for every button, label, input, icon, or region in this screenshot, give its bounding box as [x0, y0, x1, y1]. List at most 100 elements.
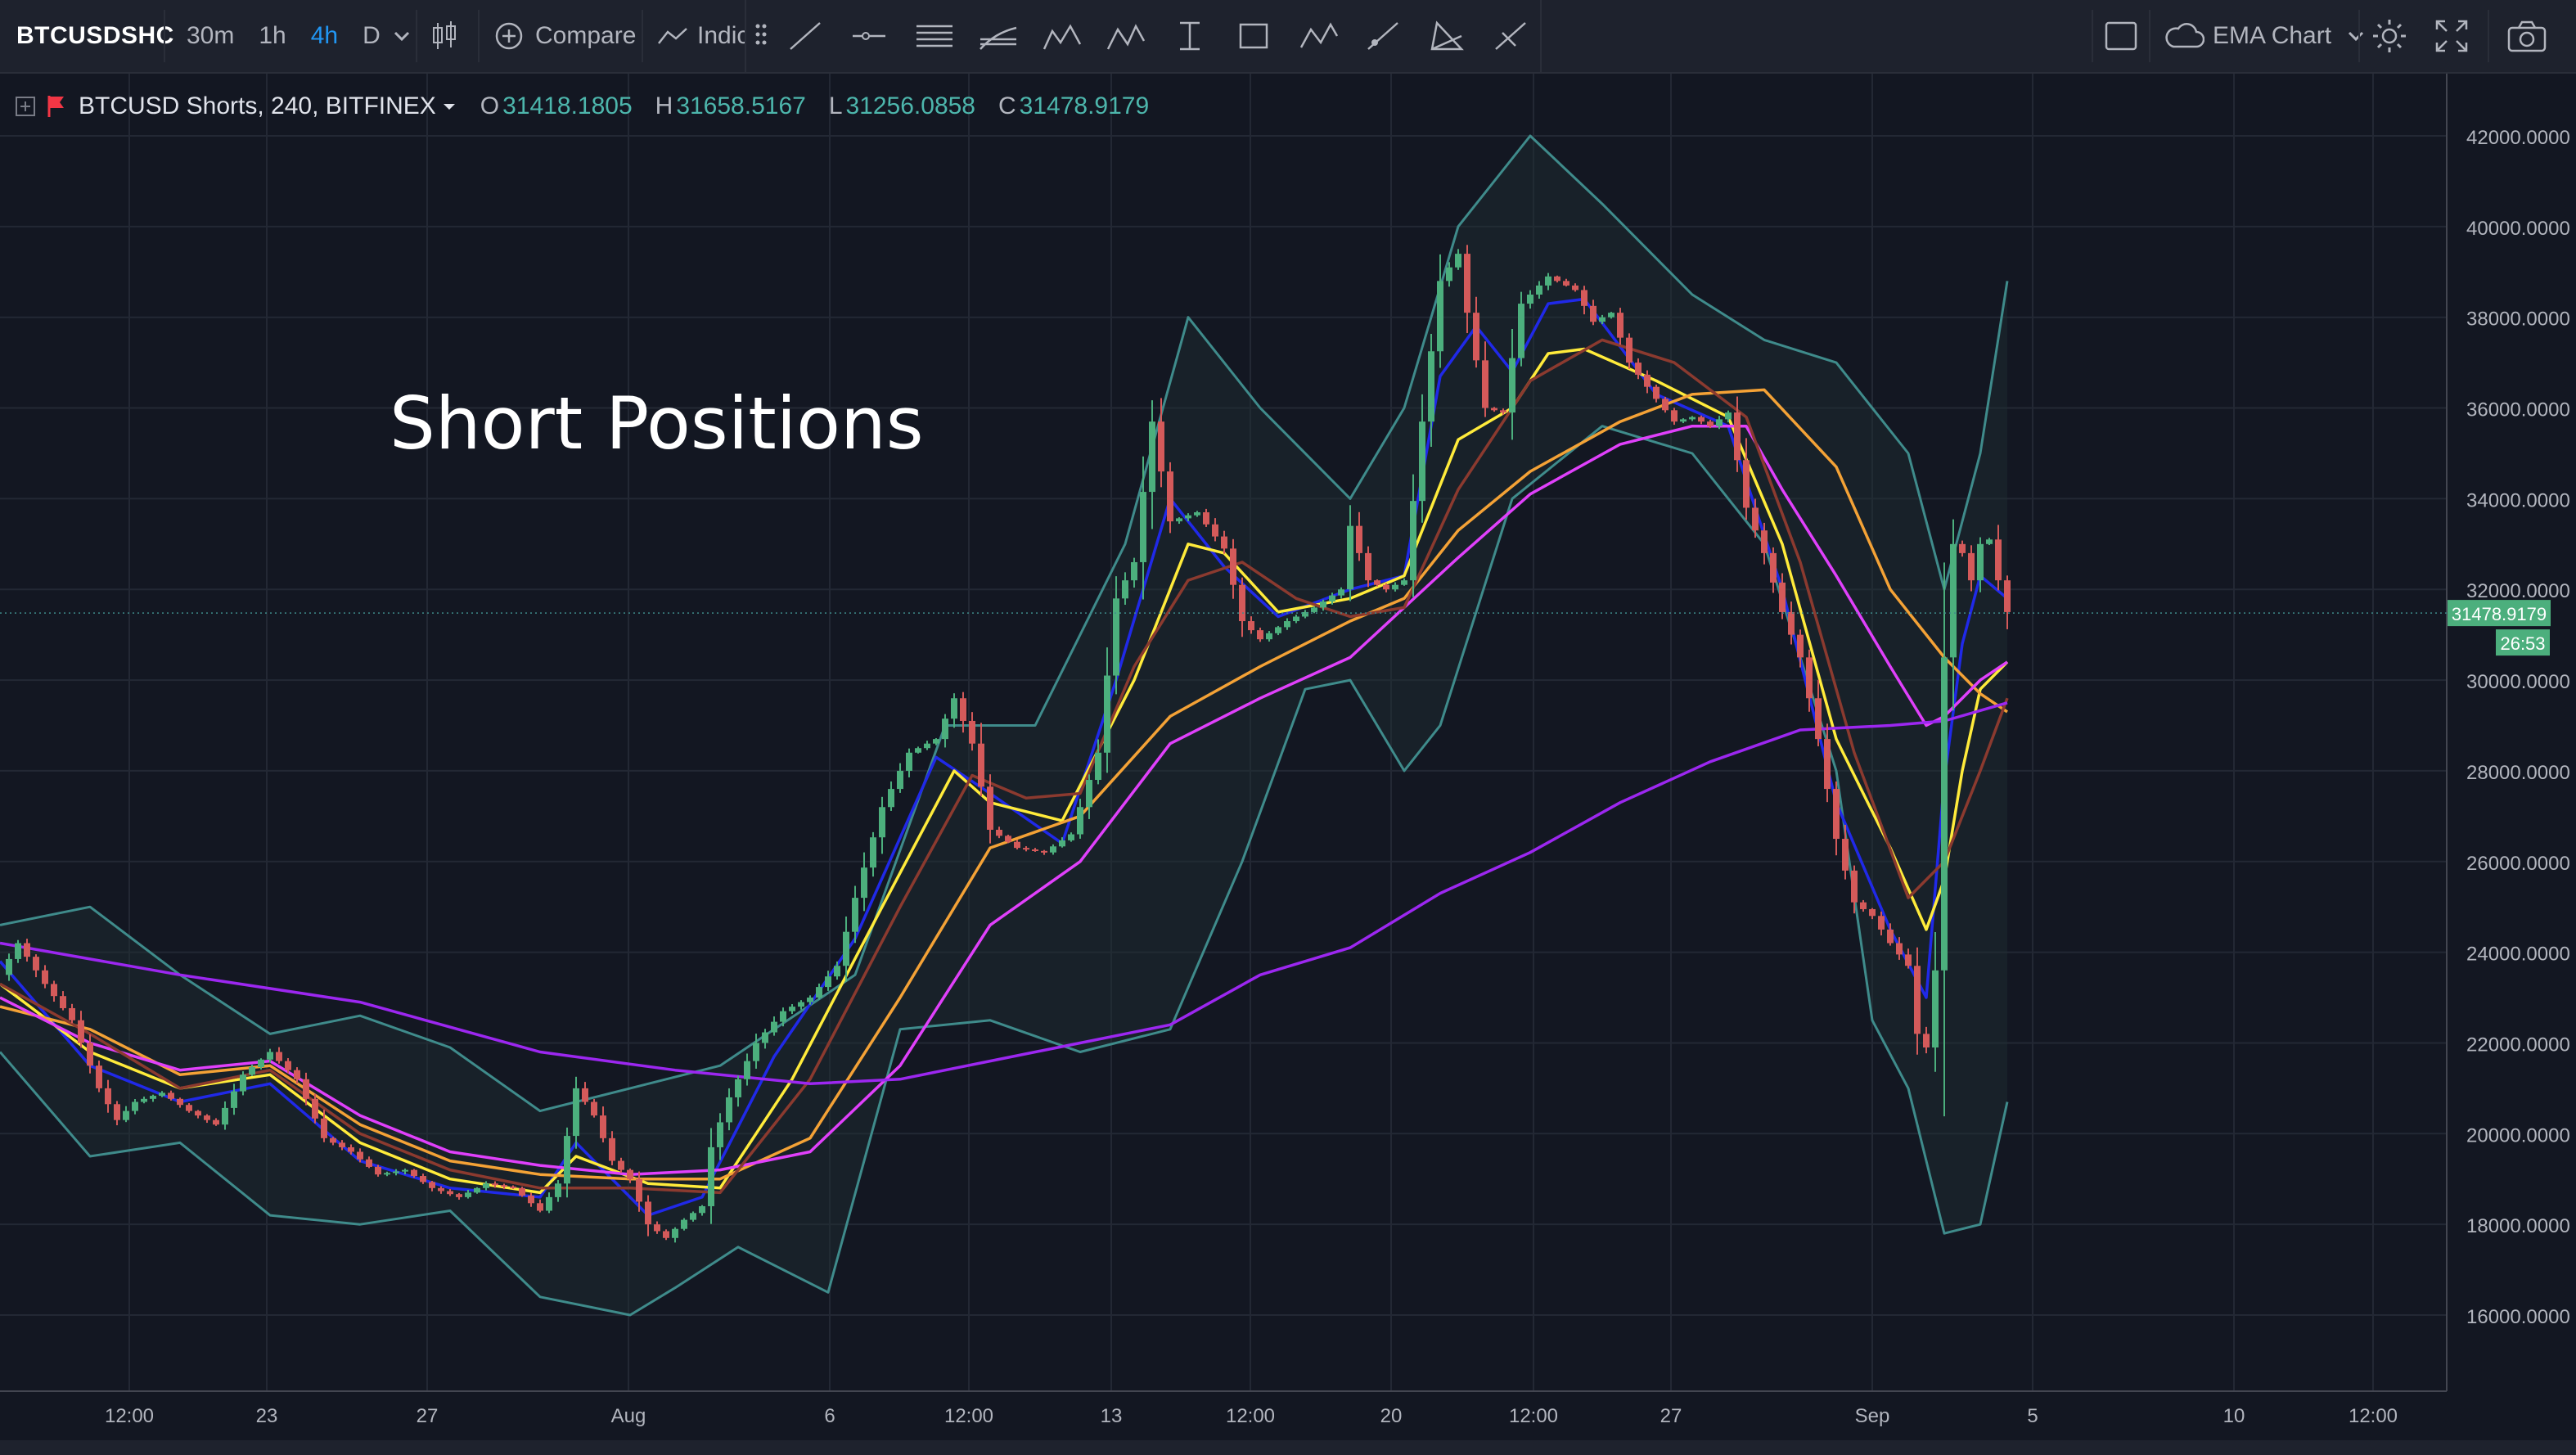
- candle-body[interactable]: [996, 829, 1002, 836]
- candle-body[interactable]: [501, 1185, 507, 1187]
- candle-body[interactable]: [1176, 518, 1182, 522]
- candle-body[interactable]: [69, 1007, 75, 1020]
- candle-body[interactable]: [663, 1231, 669, 1238]
- candle-body[interactable]: [249, 1067, 255, 1075]
- candle-body[interactable]: [1149, 421, 1155, 493]
- candle-body[interactable]: [294, 1070, 300, 1079]
- candle-body[interactable]: [1815, 698, 1822, 740]
- indicators-button[interactable]: Indic: [656, 0, 749, 72]
- candle-body[interactable]: [753, 1043, 759, 1061]
- candle-body[interactable]: [1671, 410, 1678, 422]
- price-chart[interactable]: 42000.0000 40000.0000 38000.0000 36000.0000…: [0, 74, 2576, 1440]
- candle-body[interactable]: [1662, 399, 1669, 411]
- candle-body[interactable]: [1797, 634, 1804, 658]
- candle-body[interactable]: [1896, 943, 1903, 955]
- candle-body[interactable]: [861, 867, 867, 899]
- candle-body[interactable]: [510, 1186, 516, 1188]
- candle-body[interactable]: [744, 1061, 750, 1079]
- candle-body[interactable]: [384, 1173, 390, 1175]
- candle-body[interactable]: [618, 1160, 624, 1170]
- candle-body[interactable]: [609, 1137, 615, 1161]
- candle-body[interactable]: [1959, 543, 1966, 553]
- candle-body[interactable]: [1536, 285, 1542, 295]
- candle-body[interactable]: [1905, 954, 1912, 966]
- candle-body[interactable]: [1320, 601, 1326, 608]
- candle-body[interactable]: [1851, 870, 1858, 903]
- candle-body[interactable]: [1347, 525, 1353, 590]
- candle-body[interactable]: [1113, 598, 1119, 676]
- candle-body[interactable]: [1185, 515, 1191, 519]
- candle-body[interactable]: [789, 1007, 795, 1011]
- candle-body[interactable]: [582, 1088, 588, 1102]
- candle-body[interactable]: [951, 698, 957, 719]
- candle-body[interactable]: [1275, 627, 1281, 633]
- candle-body[interactable]: [1878, 916, 1885, 930]
- candle-body[interactable]: [213, 1119, 219, 1125]
- candle-body[interactable]: [87, 1043, 93, 1066]
- candle-body[interactable]: [1770, 552, 1777, 583]
- candle-body[interactable]: [438, 1187, 444, 1191]
- candle-body[interactable]: [1239, 584, 1245, 622]
- candle-body[interactable]: [1086, 780, 1092, 808]
- candle-body[interactable]: [393, 1171, 399, 1173]
- candle-body[interactable]: [1392, 584, 1398, 590]
- candle-body[interactable]: [1509, 358, 1515, 413]
- candle-body[interactable]: [1599, 317, 1605, 322]
- candle-body[interactable]: [51, 984, 57, 997]
- candle-body[interactable]: [420, 1176, 426, 1182]
- candle-body[interactable]: [321, 1118, 327, 1138]
- candle-body[interactable]: [1482, 360, 1488, 408]
- candle-body[interactable]: [627, 1169, 633, 1179]
- candle-body[interactable]: [573, 1088, 579, 1137]
- fullscreen-frame-icon[interactable]: [2105, 21, 2137, 51]
- candle-body[interactable]: [132, 1101, 138, 1111]
- candle-body[interactable]: [1221, 536, 1227, 549]
- candle-body[interactable]: [888, 789, 894, 808]
- candle-body[interactable]: [1167, 471, 1173, 522]
- candle-body[interactable]: [1356, 525, 1362, 553]
- candle-body[interactable]: [1374, 580, 1380, 585]
- candle-body[interactable]: [411, 1169, 417, 1177]
- candle-body[interactable]: [807, 998, 813, 1002]
- candle-body[interactable]: [1941, 657, 1948, 971]
- candle-body[interactable]: [762, 1032, 768, 1043]
- candle-body[interactable]: [843, 931, 849, 966]
- candle-body[interactable]: [1869, 908, 1876, 917]
- candle-body[interactable]: [537, 1203, 543, 1211]
- candle-body[interactable]: [1050, 846, 1056, 853]
- abcd-pattern-icon[interactable]: [1106, 20, 1146, 52]
- candle-body[interactable]: [1212, 524, 1218, 537]
- candle-body[interactable]: [1716, 419, 1723, 426]
- candle-body[interactable]: [1968, 552, 1975, 581]
- candle-body[interactable]: [114, 1104, 120, 1120]
- candle-body[interactable]: [780, 1011, 786, 1022]
- candle-body[interactable]: [906, 752, 912, 771]
- candle-body[interactable]: [1068, 834, 1074, 840]
- candle-body[interactable]: [1257, 630, 1263, 640]
- candle-body[interactable]: [834, 966, 840, 977]
- candle-body[interactable]: [1383, 584, 1389, 590]
- candle-body[interactable]: [987, 786, 993, 830]
- candle-body[interactable]: [1311, 607, 1317, 612]
- candle-body[interactable]: [357, 1151, 363, 1160]
- candle-body[interactable]: [1230, 548, 1236, 585]
- candle-body[interactable]: [681, 1219, 687, 1229]
- rectangle-icon[interactable]: [1236, 20, 1272, 52]
- candle-body[interactable]: [456, 1194, 462, 1197]
- candle-body[interactable]: [933, 739, 939, 744]
- flag-icon[interactable]: [46, 94, 67, 119]
- candle-body[interactable]: [1491, 408, 1497, 411]
- fullscreen-icon[interactable]: [2435, 20, 2468, 52]
- interval-d[interactable]: D: [363, 22, 381, 49]
- candle-body[interactable]: [1680, 419, 1687, 422]
- compare-button[interactable]: Compare: [494, 0, 636, 72]
- brush-icon[interactable]: [1365, 20, 1401, 52]
- candle-body[interactable]: [591, 1101, 597, 1116]
- candle-body[interactable]: [1707, 421, 1714, 426]
- candle-body[interactable]: [1689, 417, 1696, 420]
- candles-style-button[interactable]: [430, 0, 458, 72]
- candle-body[interactable]: [1284, 621, 1290, 628]
- candle-body[interactable]: [24, 943, 30, 957]
- candle-body[interactable]: [1734, 412, 1741, 461]
- candle-body[interactable]: [978, 743, 984, 787]
